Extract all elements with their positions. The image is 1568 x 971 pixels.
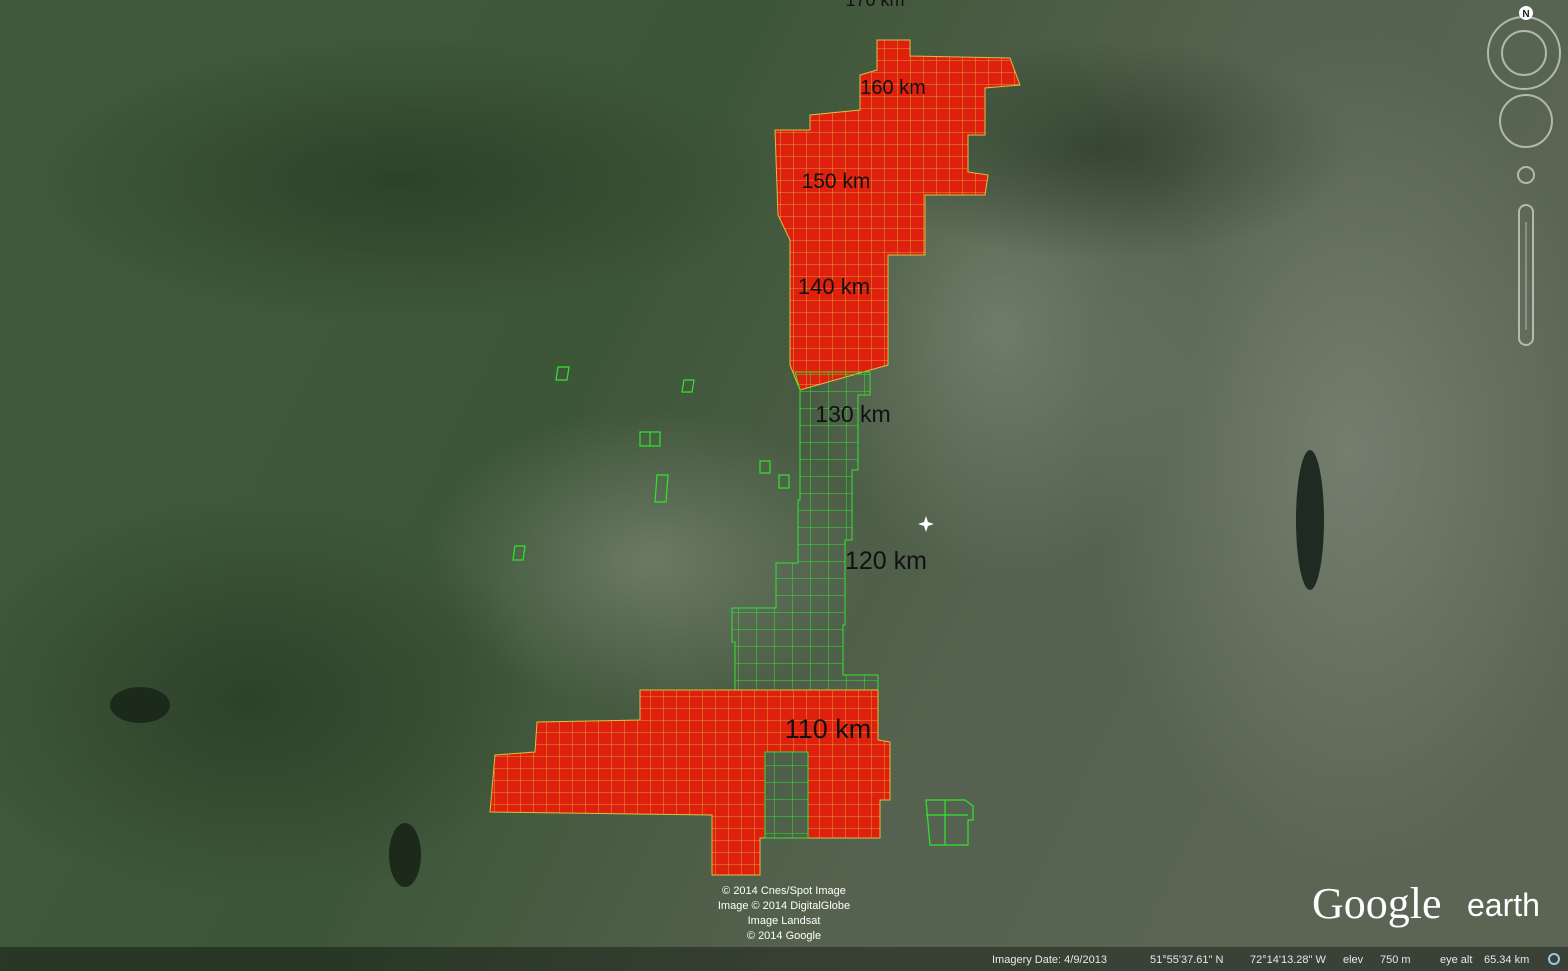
- eye-alt-value: 65.34 km: [1484, 954, 1529, 966]
- latitude: 51°55'37.61" N: [1150, 954, 1223, 966]
- attribution-line: © 2014 Google: [747, 930, 821, 942]
- logo-brand: Google: [1312, 879, 1442, 928]
- compass-north[interactable]: N: [1522, 9, 1529, 20]
- elev-value: 750 m: [1380, 954, 1411, 966]
- attribution-line: Image © 2014 DigitalGlobe: [718, 900, 850, 912]
- distance-label: 110 km: [785, 714, 872, 744]
- distance-label: 120 km: [845, 547, 927, 575]
- survey-blocks: [489, 39, 1021, 876]
- eye-alt-label: eye alt: [1440, 954, 1472, 966]
- logo-product: earth: [1467, 887, 1540, 923]
- street-view[interactable]: [1517, 166, 1535, 184]
- green-claim-outliers: [512, 366, 974, 846]
- imagery-date: Imagery Date: 4/9/2013: [992, 954, 1107, 966]
- distance-label: 130 km: [815, 401, 890, 427]
- distance-label: 160 km: [860, 77, 926, 99]
- attribution-line: Image Landsat: [748, 915, 821, 927]
- move-ring[interactable]: [1499, 94, 1553, 148]
- longitude: 72°14'13.28" W: [1250, 954, 1326, 966]
- elev-label: elev: [1343, 954, 1364, 966]
- red-claim-north: [774, 39, 1021, 391]
- green-claim-corridor: [731, 371, 879, 693]
- airport-icon[interactable]: [918, 516, 934, 532]
- distance-label: 150 km: [802, 170, 871, 193]
- attribution-line: © 2014 Cnes/Spot Image: [722, 885, 846, 897]
- status-bar: Imagery Date: 4/9/2013 51°55'37.61" N 72…: [0, 947, 1568, 971]
- green-claim-gap: [764, 751, 809, 839]
- navigation-controls: N: [1487, 6, 1561, 346]
- zoom-slider[interactable]: [1518, 204, 1534, 346]
- logo: Google earth: [1312, 879, 1540, 928]
- attribution: © 2014 Cnes/Spot Image Image © 2014 Digi…: [718, 885, 850, 942]
- streaming-indicator: [1548, 953, 1560, 965]
- distance-label: 170 km: [845, 0, 904, 10]
- distance-labels: 170 km 160 km 150 km 140 km 130 km 120 k…: [785, 0, 927, 744]
- distance-label: 140 km: [798, 274, 870, 299]
